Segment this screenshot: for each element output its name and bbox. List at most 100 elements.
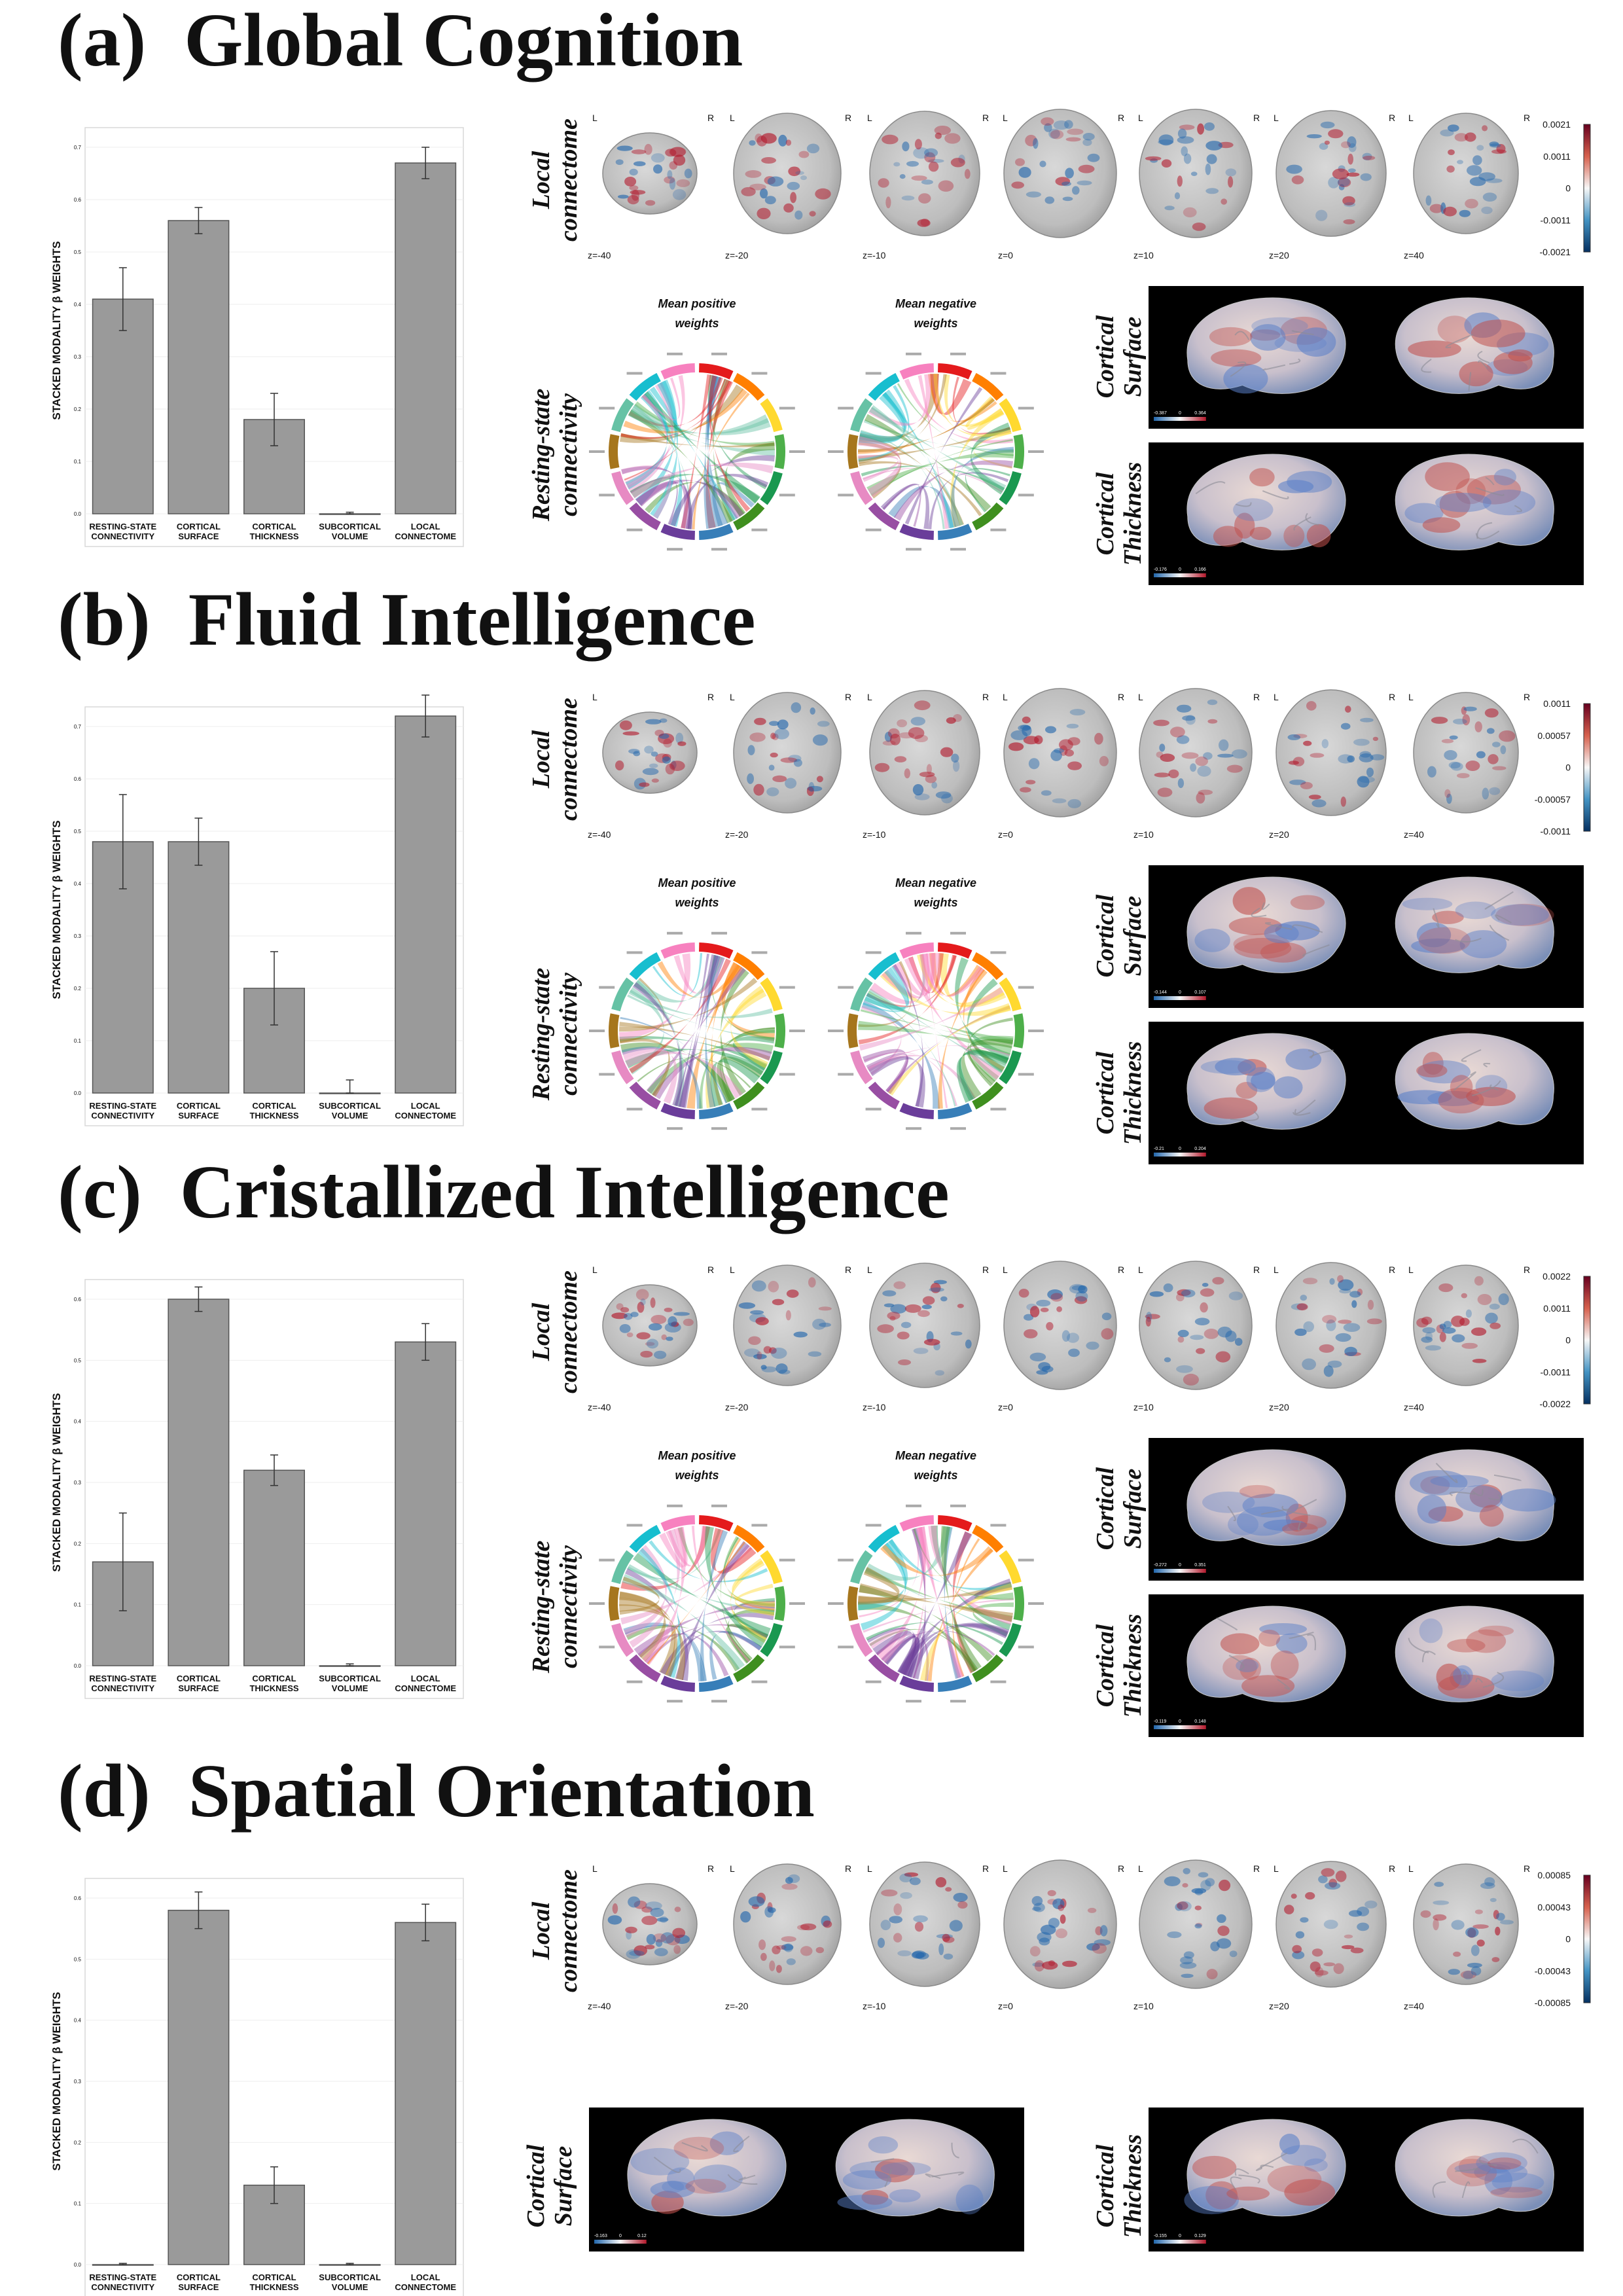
chord-ribbon <box>858 1020 1012 1056</box>
x-tick-label: CORTICAL <box>252 522 296 531</box>
slice-left-marker: L <box>1003 113 1008 123</box>
positive-weight-blob <box>1341 1945 1355 1950</box>
negative-weight-blob <box>667 170 673 179</box>
positive-weight-blob <box>630 190 646 195</box>
negative-weight-blob <box>1442 1327 1456 1334</box>
negative-weight-blob <box>1164 1876 1181 1886</box>
positive-weight-blob <box>1176 1293 1185 1302</box>
row-label-cortical-surface-line: Cortical <box>1092 315 1119 398</box>
brain-slice-shape <box>1003 1859 1117 1989</box>
positive-weight-blob <box>1067 761 1082 770</box>
negative-weight-blob <box>1179 1962 1197 1969</box>
surface-negative-patch <box>1435 492 1491 512</box>
y-tick-label: 0.1 <box>74 459 82 465</box>
negative-weight-blob <box>794 210 803 220</box>
chord-segment <box>733 1081 765 1110</box>
negative-weight-blob <box>1320 121 1335 129</box>
positive-weight-blob <box>940 747 954 757</box>
positive-weight-blob <box>1492 766 1507 770</box>
y-tick-label: 0.0 <box>74 2262 82 2268</box>
chord-ribbon <box>860 1009 1013 1045</box>
chord-segment <box>972 502 1004 531</box>
positive-weight-blob <box>1047 1890 1056 1897</box>
chord-ribbon <box>628 376 723 427</box>
positive-weight-blob <box>1177 1336 1185 1343</box>
chord-segment <box>868 1524 900 1553</box>
negative-weight-blob <box>1360 717 1374 723</box>
negative-weight-blob <box>747 745 755 755</box>
negative-weight-blob <box>890 1304 907 1314</box>
surface-panel-scale-min: -0.163 <box>594 2234 607 2238</box>
negative-weight-blob <box>953 760 960 772</box>
sulcus-line <box>1461 1049 1482 1062</box>
positive-weight-blob <box>760 133 777 144</box>
chord-network-label <box>990 1524 1007 1527</box>
positive-weight-blob <box>1145 156 1162 161</box>
positive-weight-blob <box>823 1920 832 1928</box>
chord-network-label <box>828 1030 844 1032</box>
surface-positive-patch <box>1418 927 1471 954</box>
chord-network-label <box>1018 1073 1034 1076</box>
negative-weight-blob <box>938 1943 944 1956</box>
panel-title: (d) Spatial Orientation <box>58 1749 815 1833</box>
negative-weight-blob <box>1340 723 1351 730</box>
surface-negative-patch <box>1304 2158 1328 2172</box>
negative-weight-blob <box>1421 1336 1433 1343</box>
sulcus-line <box>1289 358 1301 365</box>
positive-weight-blob <box>1206 1969 1218 1980</box>
chord-segment <box>847 1013 859 1049</box>
slice-left-marker: L <box>1138 113 1143 123</box>
negative-weight-blob <box>767 1907 776 1913</box>
positive-weight-blob <box>1495 1926 1501 1936</box>
colorbar-tick-label: 0.0022 <box>1543 1271 1571 1282</box>
chord-ribbon <box>918 375 949 529</box>
sulcus-line <box>1293 516 1311 531</box>
negative-weight-blob <box>1176 1365 1193 1373</box>
chord-segment <box>760 977 783 1012</box>
surface-positive-patch <box>1234 938 1292 959</box>
negative-weight-blob <box>1229 1950 1238 1958</box>
chord-ribbon <box>972 1602 1014 1637</box>
slice-z-label: z=-40 <box>588 250 611 260</box>
chord-network-label <box>626 951 643 954</box>
row-label-local-connectome-line: Local <box>527 730 555 789</box>
negative-weight-blob <box>1205 1878 1215 1887</box>
surface-panel-scale-max: 0.351 <box>1194 1563 1206 1568</box>
negative-weight-blob <box>766 787 779 797</box>
colorbar-tick-label: 0.0021 <box>1543 119 1571 130</box>
chord-ribbon <box>630 462 774 499</box>
negative-weight-blob <box>1022 725 1032 736</box>
positive-weight-blob <box>641 1916 658 1926</box>
chord-ribbon <box>730 985 768 1069</box>
chord-ribbon <box>629 1529 681 1648</box>
chord-network-label <box>599 986 615 989</box>
slice-left-marker: L <box>1408 113 1414 123</box>
negative-weight-blob <box>916 1952 929 1960</box>
row-label-cortical-thickness-line: Thickness <box>1119 1041 1147 1145</box>
positive-weight-blob <box>904 768 911 779</box>
negative-weight-blob <box>1087 153 1100 162</box>
negative-weight-blob <box>1099 1925 1108 1937</box>
negative-weight-blob <box>1072 186 1080 195</box>
positive-weight-blob <box>944 133 961 144</box>
chord-title: weights <box>914 1469 957 1482</box>
positive-weight-blob <box>950 158 965 168</box>
chord-segment <box>938 1676 972 1692</box>
positive-weight-blob <box>1048 1960 1056 1966</box>
x-tick-label: CONNECTIVITY <box>91 531 154 541</box>
surface-negative-patch <box>1202 1491 1255 1513</box>
positive-weight-blob <box>1154 772 1170 778</box>
negative-weight-blob <box>1457 160 1463 164</box>
negative-weight-blob <box>1181 146 1188 156</box>
chord-segment <box>972 1524 1004 1553</box>
positive-weight-blob <box>645 1945 655 1950</box>
positive-weight-blob <box>626 1332 633 1338</box>
y-tick-label: 0.7 <box>74 145 82 151</box>
negative-weight-blob <box>777 719 789 730</box>
positive-weight-blob <box>816 776 823 783</box>
positive-weight-blob <box>1217 1926 1230 1936</box>
positive-weight-blob <box>923 1338 940 1346</box>
chord-segment <box>733 1524 765 1553</box>
chord-ribbon <box>929 374 972 415</box>
